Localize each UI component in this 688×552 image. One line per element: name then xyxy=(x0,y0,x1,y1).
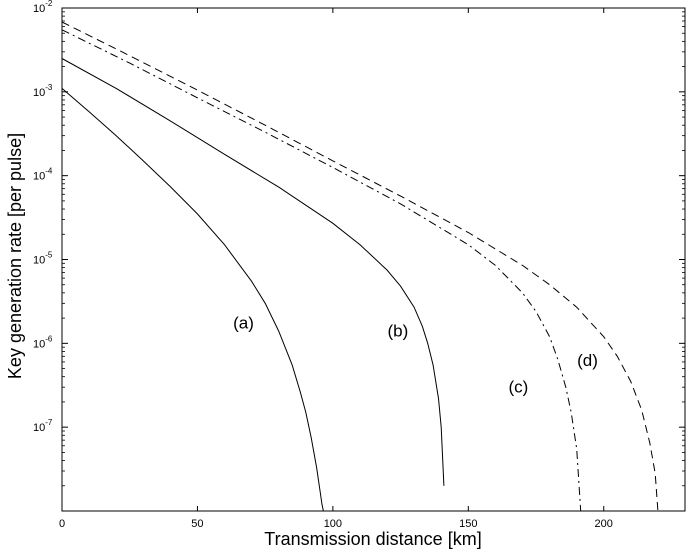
y-tick-label: 10-3 xyxy=(33,83,53,99)
x-axis-title: Transmission distance [km] xyxy=(264,529,481,549)
y-axis-ticks: 10-7 10-6 10-5 10-4 10-3 10-2 xyxy=(33,0,685,487)
y-tick-label: 10-5 xyxy=(33,251,53,267)
series-line xyxy=(61,88,324,512)
x-tick-label: 200 xyxy=(595,518,613,530)
y-axis-title: Key generation rate [per pulse] xyxy=(5,133,25,379)
curve-label: (d) xyxy=(577,351,598,370)
curve-label: (b) xyxy=(387,322,408,341)
series-line xyxy=(61,21,659,512)
y-tick-label: 10-4 xyxy=(33,167,53,183)
y-tick-label: 10-2 xyxy=(33,0,53,15)
x-axis-ticks: 0 50 100 150 200 xyxy=(59,8,613,530)
x-tick-label: 50 xyxy=(191,518,203,530)
curve-label: (c) xyxy=(509,377,529,396)
curve-annotations: (a) (b) (c) (d) xyxy=(233,314,598,397)
series-group xyxy=(61,21,659,512)
x-tick-label: 100 xyxy=(324,518,342,530)
plot-area-frame xyxy=(61,7,686,512)
curve-label: (a) xyxy=(233,314,254,333)
series-line xyxy=(61,29,582,512)
y-tick-label: 10-6 xyxy=(33,334,53,350)
x-tick-label: 150 xyxy=(459,518,477,530)
x-tick-label: 0 xyxy=(59,518,65,530)
y-tick-label: 10-7 xyxy=(33,418,53,434)
series-line xyxy=(61,58,445,486)
